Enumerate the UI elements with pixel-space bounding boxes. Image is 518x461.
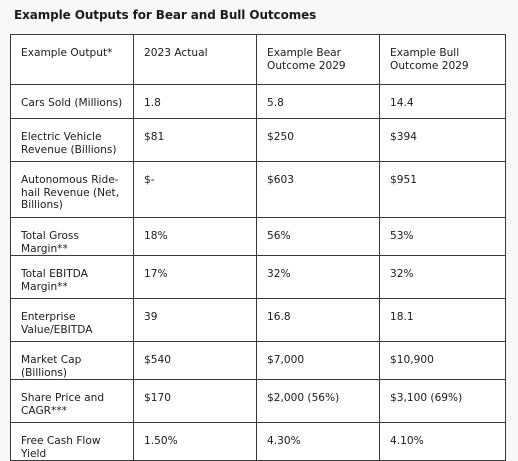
value-cell: $951	[379, 161, 506, 218]
table-header-row: Example Output* 2023 Actual Example Bear…	[10, 34, 506, 85]
table-row: Enterprise Value/EBITDA 39 16.8 18.1	[10, 298, 506, 342]
value-cell: 17%	[133, 255, 257, 299]
value-cell: $170	[133, 379, 257, 423]
page-title: Example Outputs for Bear and Bull Outcom…	[14, 8, 317, 22]
value-cell: 32%	[256, 255, 380, 299]
row-label-cell: Autonomous Ride-hail Revenue (Net, Billi…	[10, 161, 134, 218]
header-cell: Example Bear Outcome 2029	[256, 34, 380, 85]
row-label-cell: Enterprise Value/EBITDA	[10, 298, 134, 342]
value-cell: $81	[133, 118, 257, 162]
row-label-cell: Total EBITDA Margin**	[10, 255, 134, 299]
row-label-cell: Free Cash Flow Yield	[10, 422, 134, 461]
header-cell: 2023 Actual	[133, 34, 257, 85]
value-cell: $250	[256, 118, 380, 162]
row-label-cell: Share Price and CAGR***	[10, 379, 134, 423]
row-label-cell: Cars Sold (Millions)	[10, 84, 134, 119]
value-cell: $3,100 (69%)	[379, 379, 506, 423]
value-cell: 53%	[379, 217, 506, 256]
table-row: Cars Sold (Millions) 1.8 5.8 14.4	[10, 84, 506, 119]
value-cell: 32%	[379, 255, 506, 299]
table-row: Free Cash Flow Yield 1.50% 4.30% 4.10%	[10, 422, 506, 461]
table-row: Market Cap (Billions) $540 $7,000 $10,90…	[10, 341, 506, 380]
row-label-cell: Total Gross Margin**	[10, 217, 134, 256]
value-cell: 16.8	[256, 298, 380, 342]
header-cell: Example Bull Outcome 2029	[379, 34, 506, 85]
value-cell: 4.30%	[256, 422, 380, 461]
value-cell: $-	[133, 161, 257, 218]
table-row: Share Price and CAGR*** $170 $2,000 (56%…	[10, 379, 506, 423]
table-row: Total EBITDA Margin** 17% 32% 32%	[10, 255, 506, 299]
table-row: Total Gross Margin** 18% 56% 53%	[10, 217, 506, 256]
value-cell: $394	[379, 118, 506, 162]
value-cell: 39	[133, 298, 257, 342]
header-cell: Example Output*	[10, 34, 134, 85]
value-cell: 56%	[256, 217, 380, 256]
value-cell: 5.8	[256, 84, 380, 119]
value-cell: $10,900	[379, 341, 506, 380]
table-row: Electric Vehicle Revenue (Billions) $81 …	[10, 118, 506, 162]
row-label-cell: Electric Vehicle Revenue (Billions)	[10, 118, 134, 162]
value-cell: 18%	[133, 217, 257, 256]
value-cell: 1.8	[133, 84, 257, 119]
table-row: Autonomous Ride-hail Revenue (Net, Billi…	[10, 161, 506, 218]
value-cell: $2,000 (56%)	[256, 379, 380, 423]
value-cell: $7,000	[256, 341, 380, 380]
outcomes-table: Example Output* 2023 Actual Example Bear…	[10, 34, 506, 461]
value-cell: 18.1	[379, 298, 506, 342]
value-cell: 1.50%	[133, 422, 257, 461]
value-cell: 14.4	[379, 84, 506, 119]
value-cell: $540	[133, 341, 257, 380]
value-cell: 4.10%	[379, 422, 506, 461]
value-cell: $603	[256, 161, 380, 218]
row-label-cell: Market Cap (Billions)	[10, 341, 134, 380]
